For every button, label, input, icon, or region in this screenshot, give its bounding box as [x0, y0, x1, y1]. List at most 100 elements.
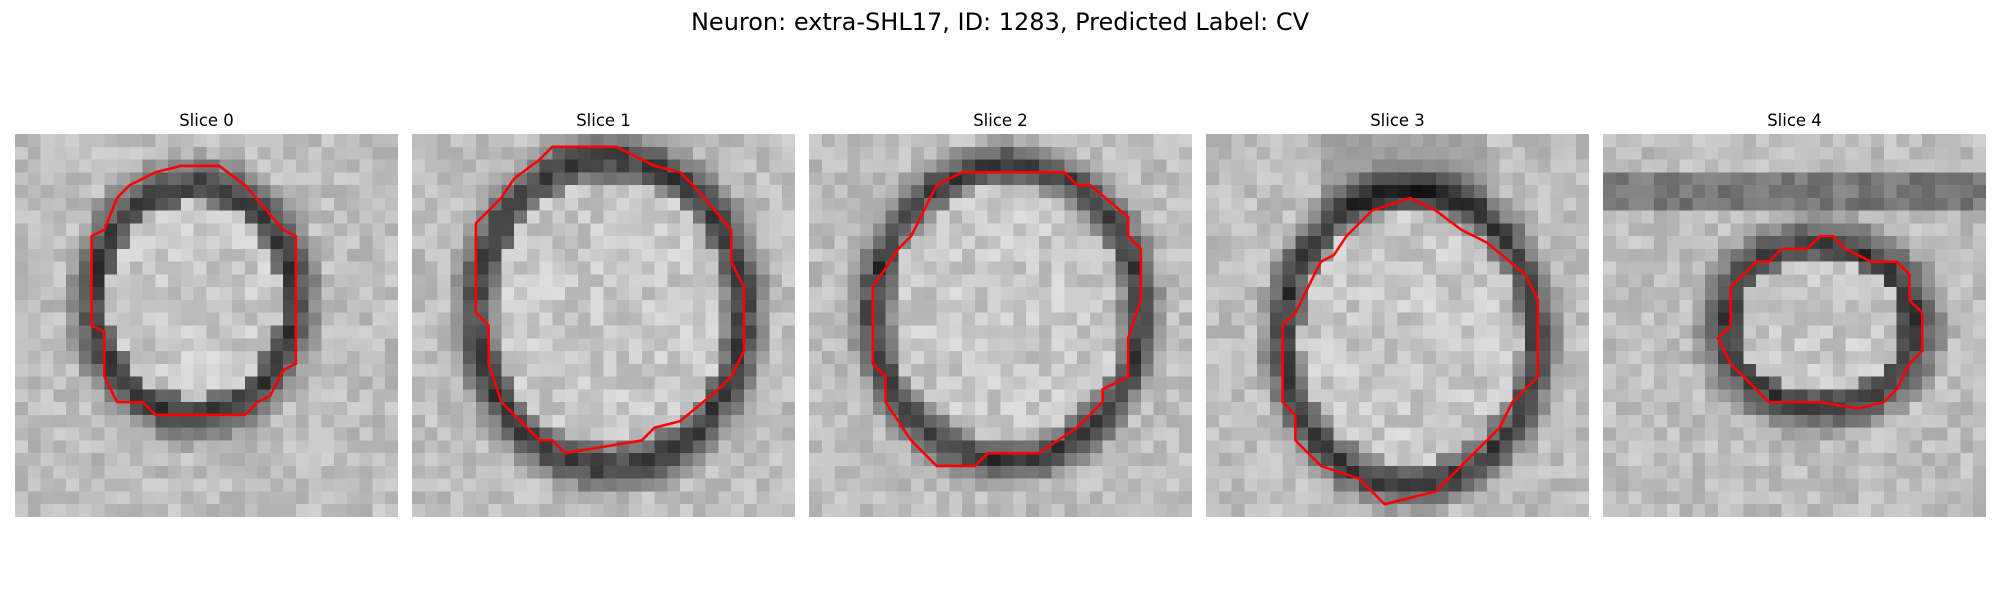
image-pixel — [1563, 427, 1577, 441]
image-pixel — [283, 376, 297, 390]
image-pixel — [1231, 414, 1245, 428]
image-pixel — [206, 491, 220, 505]
image-pixel — [756, 236, 770, 250]
image-pixel — [1486, 287, 1500, 301]
image-pixel — [1423, 236, 1437, 250]
image-pixel — [1346, 363, 1360, 377]
image-pixel — [1909, 223, 1923, 237]
image-pixel — [1845, 248, 1859, 262]
image-pixel — [1628, 504, 1642, 517]
image-pixel — [565, 197, 579, 211]
image-pixel — [1781, 338, 1795, 352]
image-pixel — [514, 338, 528, 352]
image-pixel — [155, 236, 169, 250]
image-pixel — [885, 274, 899, 288]
image-pixel — [193, 274, 207, 288]
image-pixel — [526, 453, 540, 467]
image-pixel — [1794, 287, 1808, 301]
image-pixel — [641, 363, 655, 377]
image-pixel — [450, 363, 464, 377]
image-pixel — [911, 248, 925, 262]
image-pixel — [629, 146, 643, 160]
image-pixel — [1410, 185, 1424, 199]
image-pixel — [117, 197, 131, 211]
image-pixel — [885, 478, 899, 492]
image-pixel — [1102, 248, 1116, 262]
image-pixel — [962, 248, 976, 262]
image-pixel — [91, 210, 105, 224]
image-pixel — [142, 146, 156, 160]
image-pixel — [705, 274, 719, 288]
image-pixel — [769, 376, 783, 390]
image-pixel — [232, 248, 246, 262]
image-pixel — [372, 248, 386, 262]
image-pixel — [718, 491, 732, 505]
image-pixel — [1550, 389, 1564, 403]
image-pixel — [53, 210, 67, 224]
image-pixel — [15, 453, 29, 467]
image-pixel — [629, 351, 643, 365]
image-pixel — [1576, 248, 1589, 262]
image-pixel — [1384, 504, 1398, 517]
image-pixel — [180, 299, 194, 313]
image-pixel — [1269, 274, 1283, 288]
image-pixel — [872, 134, 886, 148]
image-pixel — [1820, 465, 1834, 479]
image-pixel — [1756, 427, 1770, 441]
image-pixel — [78, 427, 92, 441]
image-pixel — [1858, 210, 1872, 224]
image-pixel — [1896, 465, 1910, 479]
image-pixel — [475, 248, 489, 262]
image-pixel — [1128, 491, 1142, 505]
image-pixel — [603, 478, 617, 492]
image-pixel — [860, 402, 874, 416]
image-pixel — [1973, 453, 1986, 467]
image-pixel — [1666, 453, 1680, 467]
image-pixel — [1563, 325, 1577, 339]
image-pixel — [78, 351, 92, 365]
image-pixel — [1756, 504, 1770, 517]
image-pixel — [180, 363, 194, 377]
image-pixel — [834, 402, 848, 416]
image-pixel — [1397, 402, 1411, 416]
image-pixel — [1922, 440, 1936, 454]
image-pixel — [923, 389, 937, 403]
image-pixel — [193, 351, 207, 365]
image-pixel — [1550, 312, 1564, 326]
image-pixel — [385, 427, 398, 441]
image-pixel — [437, 159, 451, 173]
image-pixel — [53, 299, 67, 313]
image-pixel — [1206, 427, 1220, 441]
image-pixel — [860, 478, 874, 492]
image-pixel — [501, 351, 515, 365]
image-pixel — [885, 325, 899, 339]
image-pixel — [552, 146, 566, 160]
image-pixel — [1128, 453, 1142, 467]
image-pixel — [1807, 287, 1821, 301]
image-pixel — [142, 389, 156, 403]
image-pixel — [898, 223, 912, 237]
image-pixel — [1896, 248, 1910, 262]
image-pixel — [552, 261, 566, 275]
image-pixel — [1845, 172, 1859, 186]
image-pixel — [1781, 491, 1795, 505]
image-pixel — [756, 351, 770, 365]
image-pixel — [1960, 299, 1974, 313]
image-pixel — [1461, 389, 1475, 403]
image-pixel — [718, 453, 732, 467]
image-pixel — [847, 287, 861, 301]
image-pixel — [1525, 312, 1539, 326]
image-pixel — [1820, 414, 1834, 428]
image-pixel — [1295, 210, 1309, 224]
image-pixel — [1000, 440, 1014, 454]
image-pixel — [885, 491, 899, 505]
image-pixel — [1705, 197, 1719, 211]
image-pixel — [1371, 504, 1385, 517]
image-pixel — [346, 325, 360, 339]
image-pixel — [1218, 453, 1232, 467]
image-pixel — [1435, 351, 1449, 365]
image-pixel — [1486, 146, 1500, 160]
image-pixel — [206, 185, 220, 199]
image-pixel — [872, 146, 886, 160]
image-pixel — [1153, 146, 1167, 160]
